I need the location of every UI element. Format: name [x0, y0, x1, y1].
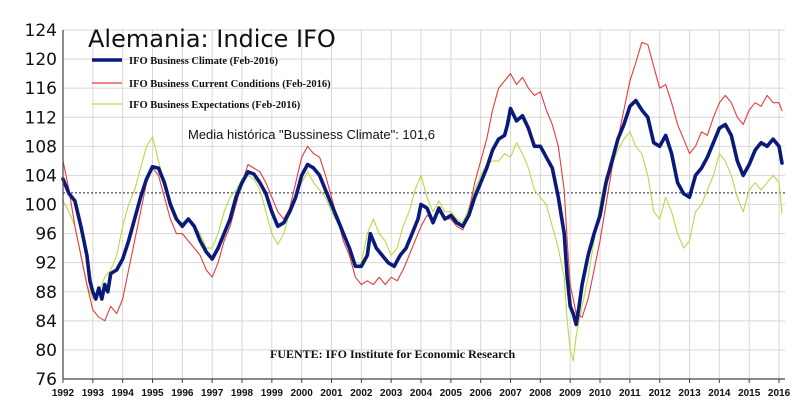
y-tick-label: 92 — [35, 254, 57, 274]
x-tick-label: 2012 — [649, 388, 672, 399]
x-axis-ticks: 1992 1993 1994 1995 1996 1997 1998 1999 2000 2001… — [52, 388, 791, 399]
historical-average-annotation: Media histórica "Bussiness Climate": 101… — [188, 127, 435, 142]
chart-title: Alemania: Indice IFO — [88, 25, 336, 53]
x-tick-label: 1994 — [112, 388, 135, 399]
legend-label: IFO Business Current Conditions (Feb-201… — [129, 79, 331, 90]
x-tick-label: 2010 — [589, 388, 612, 399]
axes — [62, 30, 785, 383]
x-tick-label: 1999 — [261, 388, 284, 399]
legend: IFO Business Climate (Feb-2016) IFO Busin… — [92, 56, 331, 111]
x-tick-label: 2011 — [619, 388, 641, 399]
x-tick-label: 1992 — [52, 388, 75, 399]
x-tick-label: 2013 — [678, 388, 701, 399]
x-tick-label: 2016 — [768, 388, 791, 399]
y-tick-label: 116 — [25, 79, 57, 99]
y-tick-label: 120 — [25, 50, 57, 70]
y-tick-label: 124 — [25, 21, 57, 41]
x-tick-label: 2000 — [291, 388, 314, 399]
y-axis-ticks: 76 80 84 88 92 96 100 104 108 112 116 120 124 — [25, 21, 57, 390]
y-tick-label: 96 — [35, 225, 57, 245]
x-tick-label: 2006 — [470, 388, 493, 399]
source-note: FUENTE: IFO Institute for Economic Resea… — [270, 347, 516, 361]
x-tick-label: 1996 — [171, 388, 194, 399]
x-tick-label: 2009 — [559, 388, 582, 399]
x-tick-label: 2007 — [499, 388, 522, 399]
x-tick-label: 2014 — [708, 388, 731, 399]
y-tick-label: 84 — [35, 312, 57, 332]
x-tick-label: 2001 — [320, 388, 343, 399]
x-tick-label: 1998 — [231, 388, 254, 399]
x-tick-label: 1997 — [201, 388, 224, 399]
series-layer — [61, 41, 784, 362]
x-tick-label: 1995 — [141, 388, 164, 399]
x-tick-label: 2005 — [440, 388, 463, 399]
x-tick-label: 2015 — [738, 388, 761, 399]
legend-label: IFO Business Expectations (Feb-2016) — [129, 100, 301, 111]
y-tick-label: 112 — [25, 108, 57, 128]
y-tick-label: 88 — [35, 283, 57, 303]
x-tick-label: 2008 — [529, 388, 552, 399]
series-line-1 — [62, 41, 783, 322]
x-tick-label: 2003 — [380, 388, 403, 399]
legend-label: IFO Business Climate (Feb-2016) — [129, 56, 279, 67]
x-tick-label: 2004 — [410, 388, 433, 399]
x-tick-label: 1993 — [82, 388, 105, 399]
series-line-0 — [61, 98, 784, 327]
y-tick-label: 80 — [35, 341, 57, 361]
x-tick-label: 2002 — [350, 388, 373, 399]
y-tick-label: 100 — [25, 196, 57, 216]
y-tick-label: 76 — [35, 370, 57, 390]
y-tick-label: 108 — [25, 137, 57, 157]
y-tick-label: 104 — [25, 166, 57, 186]
